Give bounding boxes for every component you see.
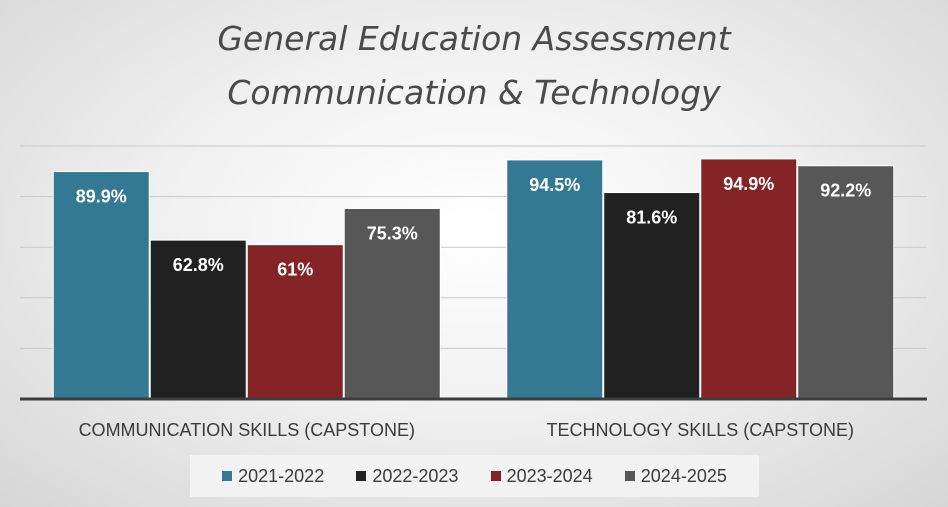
data-label: 92.2% [820, 181, 871, 201]
legend-swatch-2022-2023 [356, 471, 367, 481]
legend-item-2021-2022: 2021-2022 [222, 466, 324, 487]
category-label: COMMUNICATION SKILLS (CAPSTONE) [79, 420, 415, 440]
bar-2023-2024-communication [246, 244, 344, 400]
data-label: 62.8% [173, 255, 224, 275]
bar-2022-2023-communication [149, 239, 247, 400]
legend-label-2024-2025: 2024-2025 [640, 465, 727, 486]
chart-title-line-1: General Education Assessment [217, 19, 731, 58]
bar-2021-2022-communication [52, 171, 150, 400]
legend-swatch-2024-2025 [624, 471, 635, 481]
legend-label-2023-2024: 2023-2024 [506, 465, 593, 486]
bar-chart: 89.9% 62.8% 61% 75.3% COMMUNICATION SKILLS (… [20, 145, 927, 440]
legend-item-2022-2023: 2022-2023 [356, 466, 458, 487]
data-label: 61% [277, 260, 313, 280]
bar-2024-2025-technology [797, 165, 895, 400]
legend-swatch-2023-2024 [490, 471, 501, 481]
data-label: 94.9% [723, 174, 774, 194]
data-label: 89.9% [76, 187, 127, 207]
data-label: 94.5% [529, 175, 580, 195]
bar-2022-2023-technology [603, 192, 701, 400]
legend-item-2023-2024: 2023-2024 [490, 465, 593, 487]
data-label: 81.6% [626, 208, 677, 228]
bar-2021-2022-technology [506, 159, 604, 400]
bar-2023-2024-technology [700, 158, 798, 400]
legend-label-2021-2022: 2021-2022 [238, 465, 325, 486]
data-label: 75.3% [367, 223, 418, 243]
category-label: TECHNOLOGY SKILLS (CAPSTONE) [547, 420, 854, 440]
legend-item-2024-2025: 2024-2025 [624, 465, 727, 487]
bar-2024-2025-communication [343, 207, 441, 400]
legend-swatch-2021-2022 [222, 471, 233, 481]
chart-legend: 2021-2022 2022-2023 2023-2024 2024-2025 [190, 455, 759, 497]
chart-title-line-2: Communication & Technology [227, 73, 721, 112]
legend-label-2022-2023: 2022-2023 [372, 465, 459, 486]
